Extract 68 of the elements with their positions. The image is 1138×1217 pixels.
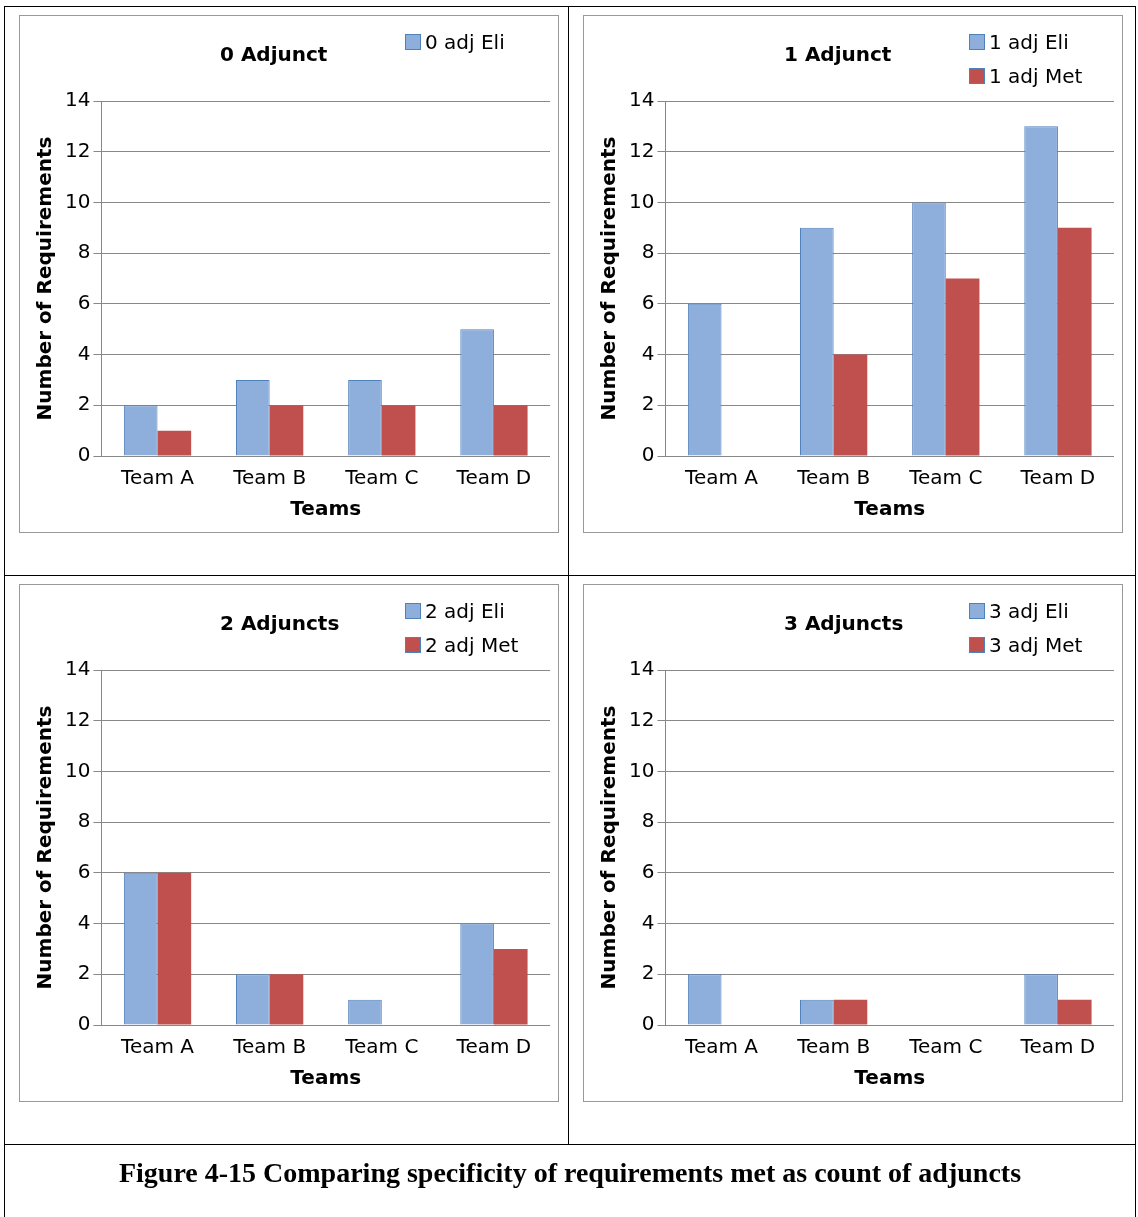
x-tick-label: Team D xyxy=(1019,465,1096,490)
y-tick-label: 2 xyxy=(77,391,91,416)
legend-label: 1 adj Met xyxy=(988,64,1083,88)
x-tick-label: Team B xyxy=(232,465,307,490)
x-tick-label: Team D xyxy=(455,1034,532,1059)
y-tick-label: 14 xyxy=(65,87,91,112)
y-tick-label: 14 xyxy=(65,656,91,681)
x-tick-label: Team B xyxy=(232,1034,307,1059)
x-axis-title: Teams xyxy=(290,1065,362,1090)
chart-title: 1 Adjunct xyxy=(784,42,892,66)
y-tick-label: 12 xyxy=(65,137,91,162)
y-tick-label: 0 xyxy=(77,1011,91,1036)
y-tick-label: 10 xyxy=(629,757,655,782)
y-tick-label: 4 xyxy=(77,909,91,934)
y-tick-label: 0 xyxy=(77,442,91,467)
legend-label: 1 adj Eli xyxy=(988,30,1070,54)
y-tick-label: 2 xyxy=(641,391,655,416)
y-tick-label: 4 xyxy=(641,340,655,365)
y-tick-label: 14 xyxy=(629,87,655,112)
x-tick-label: Team C xyxy=(344,1034,419,1059)
legend-label: 0 adj Eli xyxy=(424,30,505,54)
y-tick-label: 6 xyxy=(641,290,655,315)
x-tick-label: Team A xyxy=(120,465,195,490)
y-axis-title: Number of Requirements xyxy=(32,705,57,990)
x-axis-title: Teams xyxy=(854,1065,926,1090)
legend-label: 3 adj Eli xyxy=(988,599,1070,623)
y-tick-label: 14 xyxy=(629,656,655,681)
y-tick-label: 12 xyxy=(65,706,91,731)
chart-title: 3 Adjuncts xyxy=(784,611,904,635)
x-tick-label: Team C xyxy=(908,1034,983,1059)
y-tick-label: 10 xyxy=(65,188,91,213)
x-tick-label: Team D xyxy=(1019,1034,1096,1059)
y-tick-label: 10 xyxy=(629,188,655,213)
legend-label: 2 adj Met xyxy=(424,633,519,657)
y-axis-title: Number of Requirements xyxy=(596,136,621,421)
y-tick-label: 8 xyxy=(77,239,91,264)
x-axis-title: Teams xyxy=(290,496,362,521)
y-axis-title: Number of Requirements xyxy=(596,705,621,990)
y-tick-label: 12 xyxy=(629,137,655,162)
y-tick-label: 10 xyxy=(65,757,91,782)
y-tick-label: 12 xyxy=(629,706,655,731)
y-tick-label: 6 xyxy=(77,859,91,884)
legend-label: 3 adj Met xyxy=(988,633,1083,657)
x-tick-label: Team D xyxy=(455,465,532,490)
y-tick-label: 8 xyxy=(77,808,91,833)
y-tick-label: 8 xyxy=(641,239,655,264)
x-tick-label: Team C xyxy=(344,465,419,490)
chart-title: 2 Adjuncts xyxy=(220,611,340,635)
y-axis-title: Number of Requirements xyxy=(32,136,57,421)
y-tick-label: 6 xyxy=(77,290,91,315)
x-tick-label: Team B xyxy=(796,1034,871,1059)
y-tick-label: 0 xyxy=(641,442,655,467)
x-tick-label: Team A xyxy=(684,1034,759,1059)
caption: Figure 4-15 Comparing specificity of requirements met as count of adjuncts xyxy=(117,1157,1023,1189)
x-tick-label: Team A xyxy=(684,465,759,490)
y-tick-label: 8 xyxy=(641,808,655,833)
y-tick-label: 2 xyxy=(641,960,655,985)
legend-label: 2 adj Eli xyxy=(424,599,506,623)
y-tick-label: 4 xyxy=(77,340,91,365)
chart-title: 0 Adjunct xyxy=(220,42,328,66)
x-tick-label: Team C xyxy=(908,465,983,490)
y-tick-label: 2 xyxy=(77,960,91,985)
y-tick-label: 4 xyxy=(641,909,655,934)
x-axis-title: Teams xyxy=(854,496,926,521)
y-tick-label: 6 xyxy=(641,859,655,884)
y-tick-label: 0 xyxy=(641,1011,655,1036)
x-tick-label: Team B xyxy=(796,465,871,490)
x-tick-label: Team A xyxy=(120,1034,195,1059)
